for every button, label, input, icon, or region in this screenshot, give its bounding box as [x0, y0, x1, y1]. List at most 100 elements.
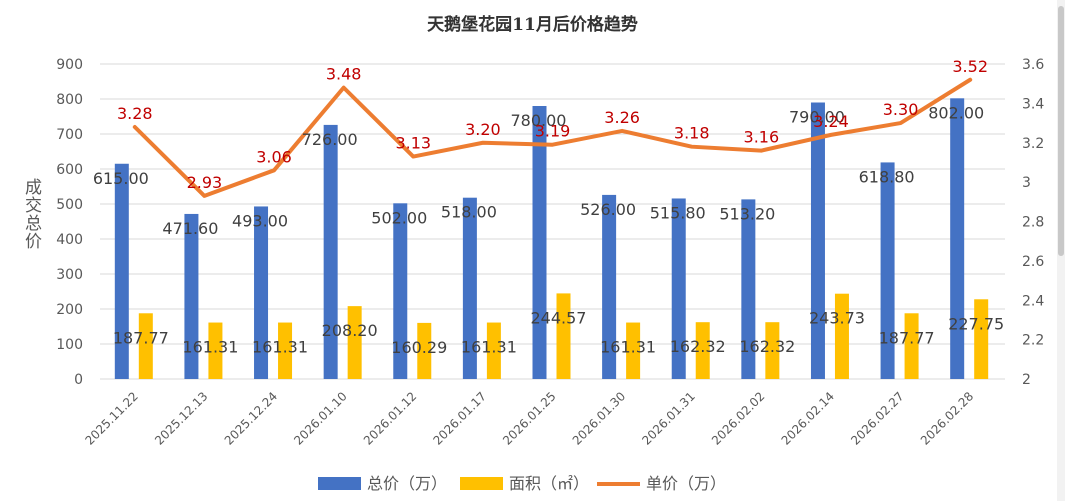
bar-label-total-price: 780.00: [511, 111, 567, 130]
point-unit-price: [202, 194, 206, 198]
bar-area: [347, 306, 362, 379]
y2-tick-label: 2.6: [1022, 254, 1044, 270]
bar-area: [556, 293, 571, 379]
y2-tick-label: 2.4: [1022, 293, 1044, 309]
scrollbar-track[interactable]: [1057, 0, 1065, 501]
bar-label-area: 227.75: [948, 314, 1004, 333]
y-tick-label: 600: [56, 162, 83, 178]
y-tick-label: 0: [74, 372, 83, 388]
line-label-unit-price: 3.24: [813, 112, 849, 131]
bar-total-price: [741, 199, 756, 379]
point-unit-price: [829, 133, 833, 137]
point-unit-price: [481, 141, 485, 145]
legend-label: 总价（万）: [367, 474, 447, 493]
point-unit-price: [759, 149, 763, 153]
bar-area: [834, 293, 849, 379]
y-tick-label: 900: [56, 57, 83, 73]
x-tick-label: 2026.02.02: [709, 389, 767, 447]
legend-label: 面积（㎡）: [509, 474, 589, 493]
line-label-unit-price: 3.48: [326, 65, 362, 84]
point-unit-price: [620, 129, 624, 133]
bar-total-price: [114, 163, 129, 379]
y2-tick-label: 2.8: [1022, 215, 1044, 231]
bar-label-area: 161.31: [182, 338, 238, 357]
y2-tick-label: 3.4: [1022, 96, 1044, 112]
y2-tick-label: 3.6: [1022, 57, 1044, 73]
bar-total-price: [184, 213, 199, 379]
bar-label-area: 162.32: [670, 337, 726, 356]
point-unit-price: [272, 168, 276, 172]
bar-label-total-price: 726.00: [302, 130, 358, 149]
bar-label-total-price: 515.80: [650, 203, 706, 222]
x-tick-label: 2026.01.10: [291, 389, 349, 447]
y2-tick-label: 2: [1022, 372, 1031, 388]
bar-label-total-price: 526.00: [580, 200, 636, 219]
x-tick-label: 2026.02.28: [918, 389, 976, 447]
x-tick-label: 2026.01.31: [639, 389, 697, 447]
bar-label-total-price: 802.00: [928, 103, 984, 122]
bar-label-total-price: 513.20: [719, 204, 775, 223]
x-tick-label: 2026.02.27: [848, 389, 906, 447]
bar-label-total-price: 615.00: [93, 169, 149, 188]
line-label-unit-price: 2.93: [187, 173, 223, 192]
x-tick-label: 2026.01.30: [570, 389, 628, 447]
point-unit-price: [411, 155, 415, 159]
line-label-unit-price: 3.30: [883, 100, 919, 119]
x-tick-label: 2026.02.14: [779, 389, 837, 447]
scrollbar-thumb[interactable]: [1058, 6, 1064, 256]
y2-tick-label: 3.2: [1022, 136, 1044, 152]
point-unit-price: [899, 121, 903, 125]
bar-total-price: [602, 194, 617, 379]
x-tick-label: 2025.12.24: [222, 389, 280, 447]
bar-total-price: [462, 197, 477, 379]
bar-label-total-price: 471.60: [162, 219, 218, 238]
bar-label-area: 161.31: [252, 338, 308, 357]
y-tick-label: 500: [56, 197, 83, 213]
bar-area: [695, 322, 710, 379]
bar-label-area: 244.57: [531, 308, 587, 327]
bar-total-price: [393, 203, 408, 379]
bar-total-price: [323, 124, 338, 380]
x-tick-label: 2026.01.17: [431, 389, 489, 447]
y-tick-label: 300: [56, 267, 83, 283]
x-tick-label: 2026.01.12: [361, 389, 419, 447]
bar-label-area: 160.29: [391, 338, 447, 357]
bar-area: [138, 313, 153, 379]
line-label-unit-price: 3.13: [395, 134, 431, 153]
x-tick-label: 2025.11.22: [82, 389, 140, 447]
bar-label-total-price: 518.00: [441, 203, 497, 222]
bar-total-price: [254, 206, 269, 379]
point-unit-price: [342, 86, 346, 90]
bar-label-total-price: 618.80: [859, 167, 915, 186]
bar-label-total-price: 790.00: [789, 108, 845, 127]
x-tick-label: 2026.01.25: [500, 389, 558, 447]
y-tick-label: 700: [56, 127, 83, 143]
legend-swatch: [318, 477, 361, 490]
bar-area: [904, 313, 919, 379]
y-axis-label: 成交总价: [21, 178, 41, 250]
bar-label-area: 161.31: [461, 338, 517, 357]
bar-label-area: 162.32: [739, 337, 795, 356]
line-label-unit-price: 3.52: [952, 57, 988, 76]
line-label-unit-price: 3.26: [604, 108, 640, 127]
bar-label-total-price: 493.00: [232, 211, 288, 230]
x-tick-label: 2025.12.13: [152, 389, 210, 447]
point-unit-price: [968, 78, 972, 82]
bar-label-area: 161.31: [600, 338, 656, 357]
bar-total-price: [950, 98, 965, 380]
legend-swatch: [460, 477, 503, 490]
bar-area: [765, 322, 780, 379]
y-tick-label: 400: [56, 232, 83, 248]
y-tick-label: 100: [56, 337, 83, 353]
y2-tick-label: 2.2: [1022, 333, 1044, 349]
y2-tick-label: 3: [1022, 175, 1031, 191]
bar-area: [626, 322, 641, 379]
bar-label-area: 187.77: [879, 328, 935, 347]
bar-label-area: 187.77: [113, 328, 169, 347]
line-label-unit-price: 3.19: [535, 122, 571, 141]
bar-area: [417, 322, 432, 379]
bar-area: [974, 299, 989, 379]
bar-area: [278, 322, 293, 379]
